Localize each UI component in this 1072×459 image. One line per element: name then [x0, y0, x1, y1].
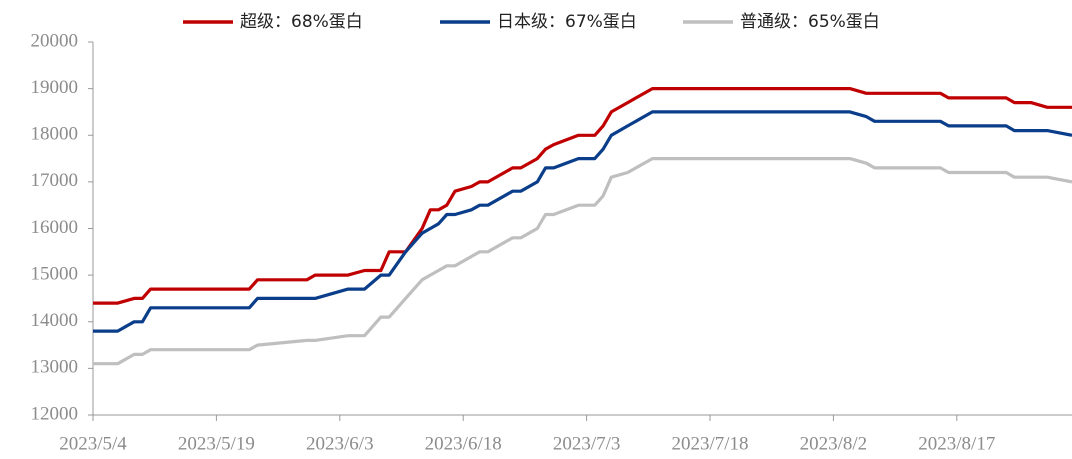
y-tick-label: 19000: [31, 77, 79, 98]
legend-label: 日本级：67%蛋白: [497, 12, 637, 32]
line-series: [93, 110, 1072, 333]
y-tick-label: 14000: [31, 310, 79, 331]
line-series: [93, 87, 1072, 305]
x-tick-label: 2023/6/18: [425, 433, 502, 454]
x-tick-label: 2023/5/19: [178, 433, 255, 454]
y-tick-label: 15000: [31, 263, 79, 284]
line-series: [93, 157, 1072, 366]
y-tick-label: 18000: [31, 124, 79, 145]
x-tick-label: 2023/7/18: [671, 433, 748, 454]
legend-label: 超级：68%蛋白: [240, 12, 363, 32]
x-tick-label: 2023/7/3: [553, 433, 621, 454]
x-tick-label: 2023/8/2: [800, 433, 868, 454]
y-tick-label: 13000: [31, 357, 79, 378]
y-tick-label: 12000: [31, 403, 79, 424]
x-tick-label: 2023/5/4: [59, 433, 127, 454]
y-tick-label: 20000: [31, 30, 79, 51]
x-tick-label: 2023/6/3: [306, 433, 374, 454]
x-tick-label: 2023/8/17: [918, 433, 995, 454]
y-tick-label: 17000: [31, 170, 79, 191]
legend-label: 普通级：65%蛋白: [740, 12, 880, 32]
y-tick-label: 16000: [31, 217, 79, 238]
